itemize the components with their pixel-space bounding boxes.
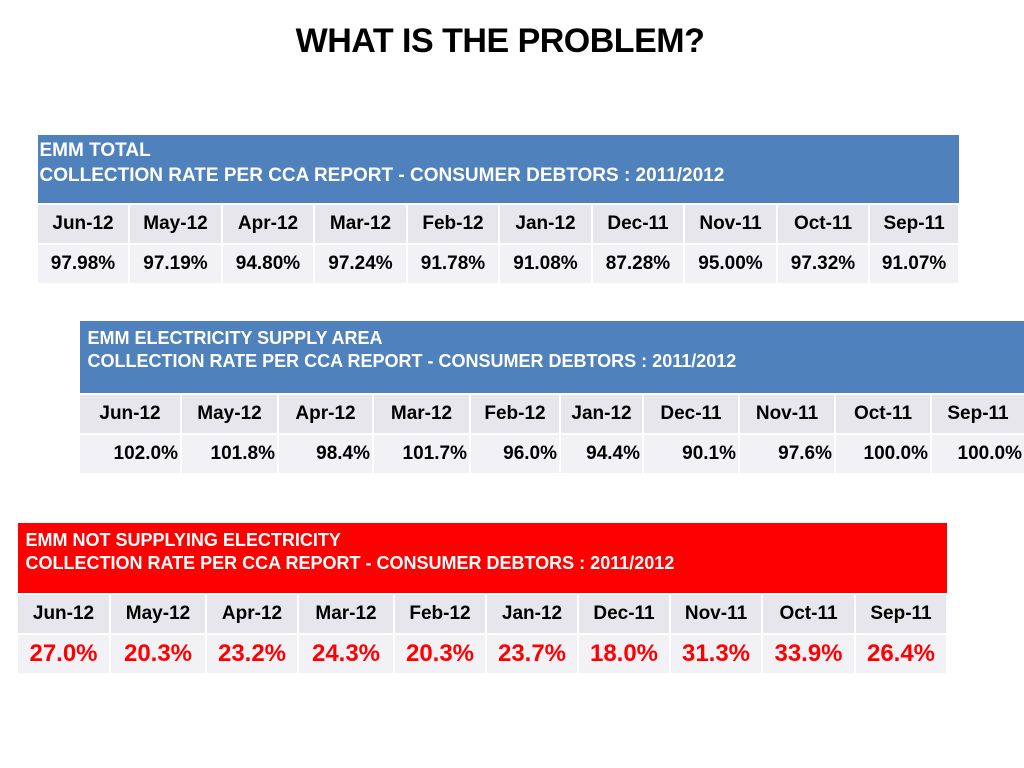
rate-value-cell: 24.3% <box>297 633 395 675</box>
slide-title: WHAT IS THE PROBLEM? <box>295 22 705 60</box>
rate-value-cell: 27.0% <box>16 633 111 675</box>
rate-value-cell: 97.32% <box>776 243 870 285</box>
rate-value-cell: 101.7% <box>372 433 471 475</box>
table-header-title: EMM TOTAL <box>39 140 151 161</box>
rate-value-cell: 23.7% <box>485 633 579 675</box>
month-header-cell: May-12 <box>128 203 223 245</box>
table-header-subtitle: COLLECTION RATE PER CCA REPORT - CONSUME… <box>87 351 737 372</box>
month-header-cell: Mar-12 <box>313 203 408 245</box>
rate-value-cell: 97.98% <box>36 243 130 285</box>
month-header-cell: Dec-11 <box>577 593 671 635</box>
rate-value-cell: 87.28% <box>591 243 685 285</box>
month-header-cell: Jun-12 <box>78 393 182 435</box>
table-header-subtitle: COLLECTION RATE PER CCA REPORT - CONSUME… <box>25 553 675 574</box>
rate-value-cell: 101.8% <box>180 433 279 475</box>
table-header: EMM NOT SUPPLYING ELECTRICITY COLLECTION… <box>16 522 948 595</box>
rate-value-cell: 94.80% <box>221 243 315 285</box>
month-header-cell: Jan-12 <box>485 593 579 635</box>
month-header-cell: Jun-12 <box>36 203 130 245</box>
month-header-cell: Feb-12 <box>469 393 561 435</box>
month-header-cell: Sep-11 <box>854 593 948 635</box>
rate-value-cell: 33.9% <box>761 633 856 675</box>
month-header-cell: Apr-12 <box>221 203 315 245</box>
month-header-cell: Dec-11 <box>642 393 740 435</box>
month-header-cell: Oct-11 <box>834 393 932 435</box>
table-header: EMM TOTAL COLLECTION RATE PER CCA REPORT… <box>36 134 960 205</box>
rate-value-cell: 98.4% <box>277 433 374 475</box>
rate-value-cell: 91.07% <box>867 243 961 285</box>
rate-value-cell: 20.3% <box>393 633 487 675</box>
rate-value-cell: 91.78% <box>406 243 500 285</box>
month-header-cell: Sep-11 <box>930 393 1024 435</box>
month-header-cell: Oct-11 <box>761 593 856 635</box>
month-header-cell: May-12 <box>109 593 207 635</box>
rate-value-cell: 18.0% <box>577 633 671 675</box>
rate-value-cell: 20.3% <box>109 633 207 675</box>
rate-value-cell: 95.00% <box>683 243 778 285</box>
table-header-title: EMM NOT SUPPLYING ELECTRICITY <box>25 530 341 550</box>
emm-not-supplying-electricity-table: EMM NOT SUPPLYING ELECTRICITY COLLECTION… <box>16 522 948 675</box>
rate-value-cell: 94.4% <box>559 433 644 475</box>
month-header-cell: Nov-11 <box>738 393 836 435</box>
rate-value-cell: 96.0% <box>469 433 561 475</box>
table-header-subtitle: COLLECTION RATE PER CCA REPORT - CONSUME… <box>39 164 725 186</box>
month-header-cell: Nov-11 <box>683 203 778 245</box>
month-header-cell: Jan-12 <box>559 393 644 435</box>
rate-value-cell: 26.4% <box>854 633 948 675</box>
rate-value-cell: 23.2% <box>205 633 299 675</box>
table-header-title: EMM ELECTRICITY SUPPLY AREA <box>87 328 383 348</box>
month-header-cell: Mar-12 <box>372 393 471 435</box>
month-header-cell: Mar-12 <box>297 593 395 635</box>
rate-value-cell: 102.0% <box>78 433 182 475</box>
rate-value-cell: 97.6% <box>738 433 836 475</box>
month-header-cell: Apr-12 <box>277 393 374 435</box>
month-header-cell: Feb-12 <box>393 593 487 635</box>
rate-value-cell: 97.19% <box>128 243 223 285</box>
rate-value-cell: 100.0% <box>930 433 1024 475</box>
rate-value-cell: 100.0% <box>834 433 932 475</box>
month-header-cell: Nov-11 <box>669 593 763 635</box>
month-header-cell: Sep-11 <box>867 203 961 245</box>
emm-electricity-supply-table: EMM ELECTRICITY SUPPLY AREA COLLECTION R… <box>78 320 1024 475</box>
month-header-cell: Dec-11 <box>591 203 685 245</box>
month-header-cell: Feb-12 <box>406 203 500 245</box>
table-header: EMM ELECTRICITY SUPPLY AREA COLLECTION R… <box>78 320 1024 395</box>
rate-value-cell: 31.3% <box>669 633 763 675</box>
emm-total-table: EMM TOTAL COLLECTION RATE PER CCA REPORT… <box>36 134 961 285</box>
month-header-cell: May-12 <box>180 393 279 435</box>
month-header-cell: Jan-12 <box>498 203 593 245</box>
rate-value-cell: 91.08% <box>498 243 593 285</box>
rate-value-cell: 90.1% <box>642 433 740 475</box>
rate-value-cell: 97.24% <box>313 243 408 285</box>
month-header-cell: Oct-11 <box>776 203 870 245</box>
month-header-cell: Apr-12 <box>205 593 299 635</box>
month-header-cell: Jun-12 <box>16 593 111 635</box>
